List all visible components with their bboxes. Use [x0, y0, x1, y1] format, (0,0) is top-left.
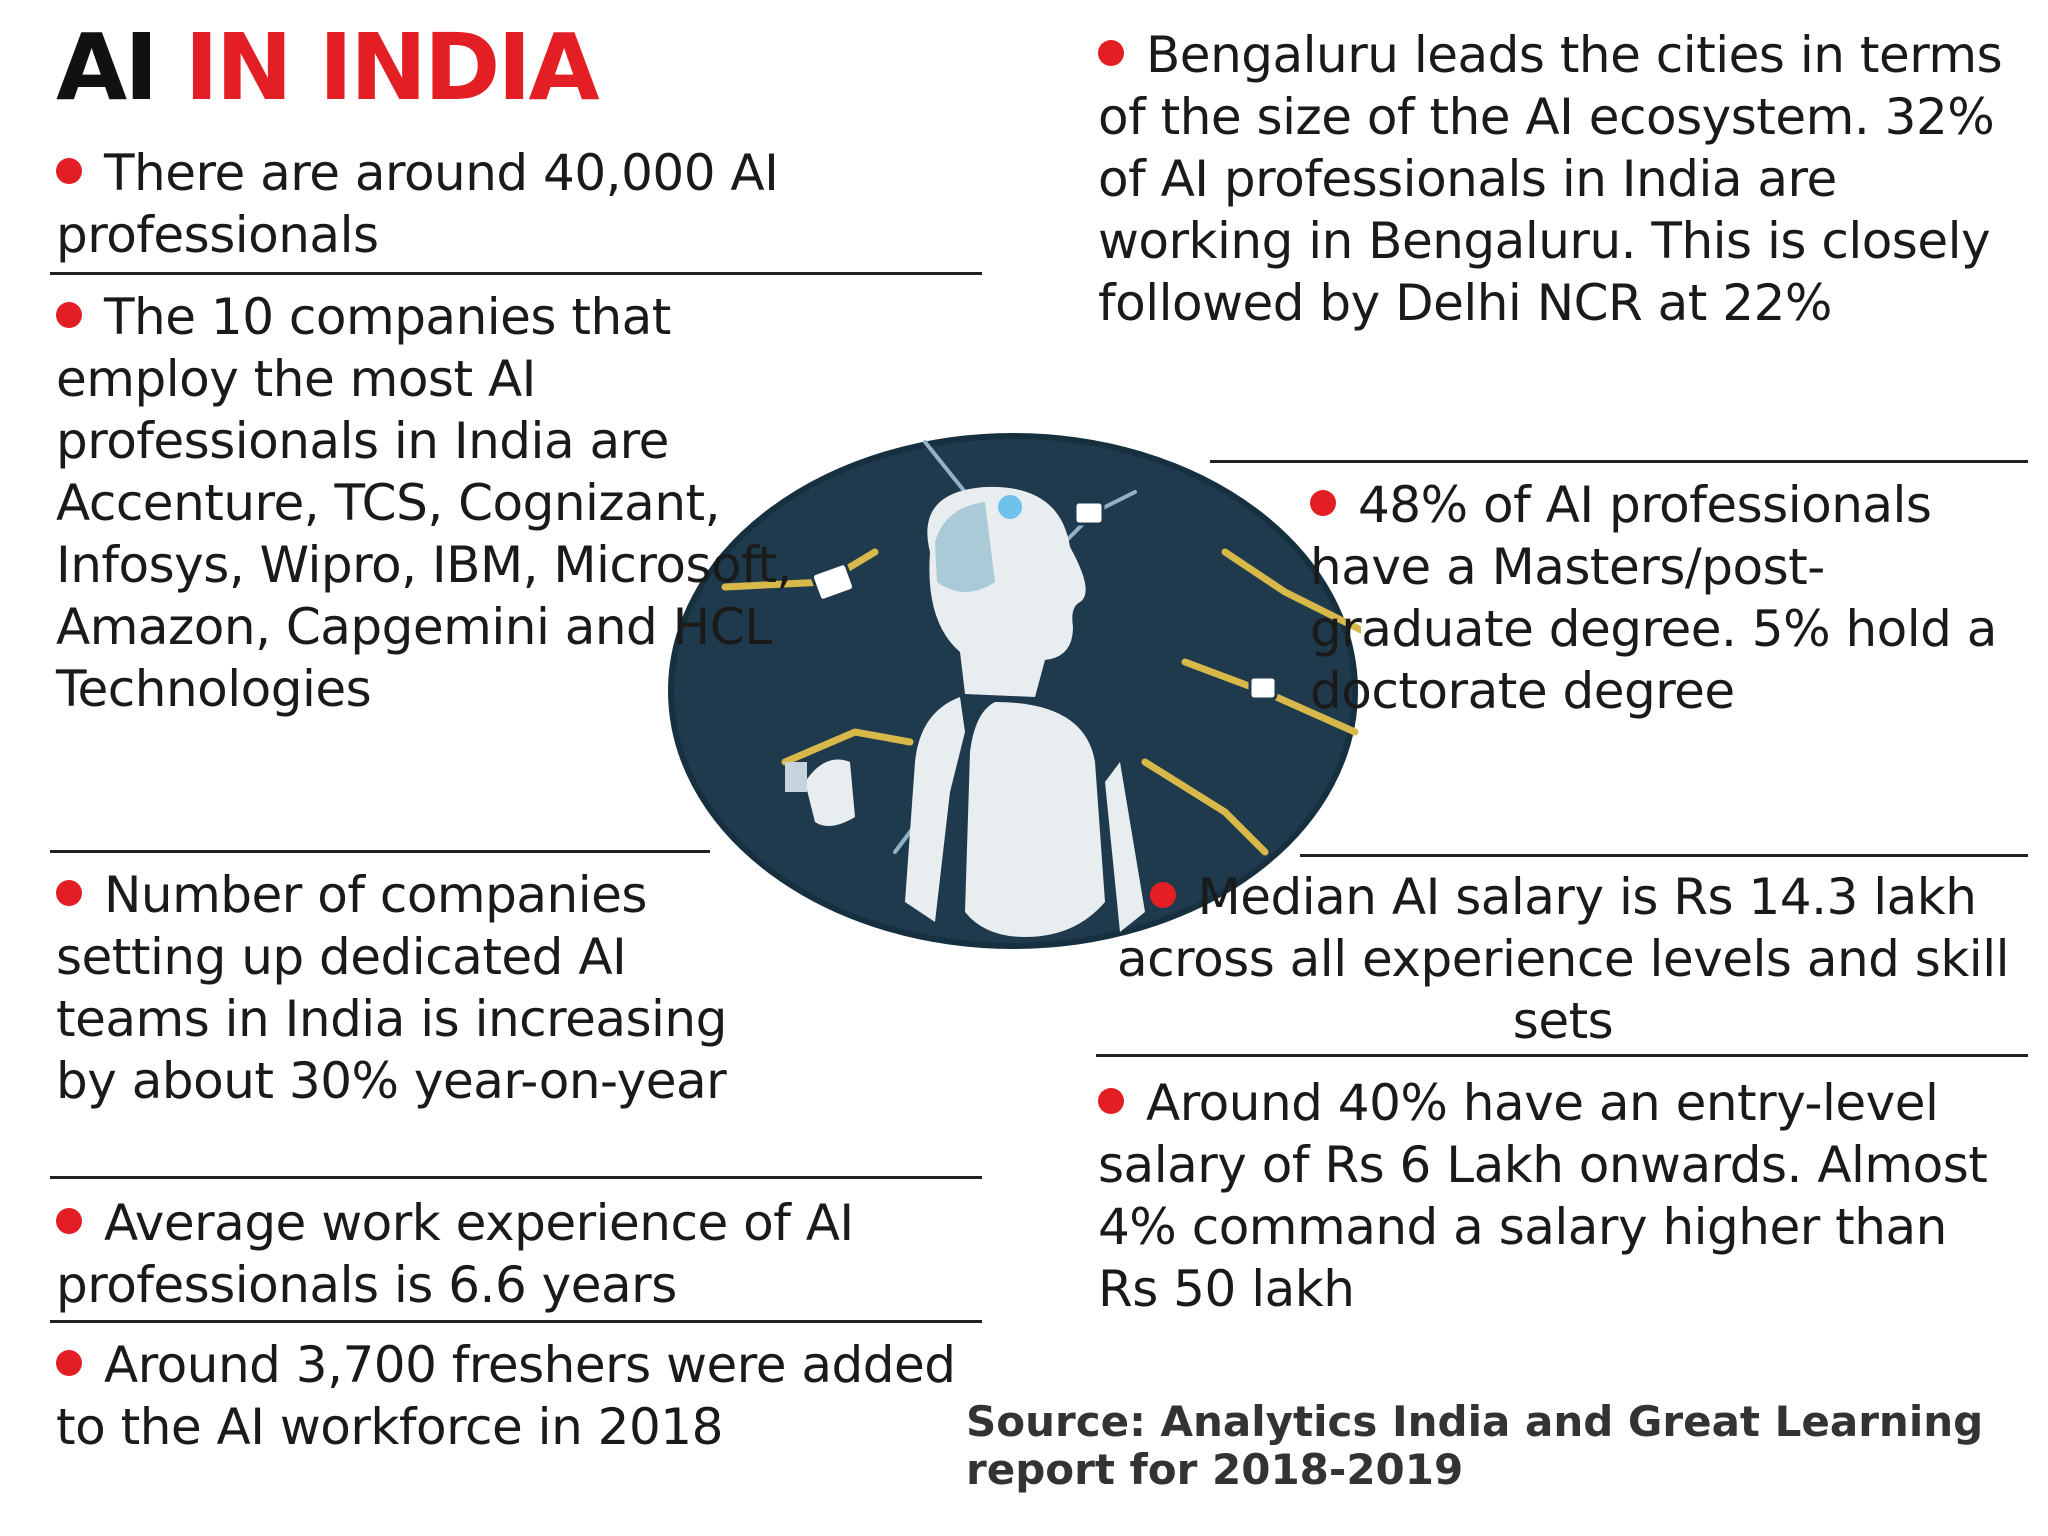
source-note: Source: Analytics India and Great Learni…: [966, 1397, 1984, 1494]
divider: [1210, 460, 2028, 463]
bullet-icon: [1149, 882, 1176, 908]
right-item-2: 48% of AI professionals have a Masters/p…: [1310, 476, 1997, 720]
bullet-icon: [1310, 490, 1336, 516]
divider: [50, 1320, 982, 1323]
left-item-1: There are around 40,000 AI professionals: [56, 144, 779, 264]
bullet-icon: [1098, 40, 1124, 66]
bullet-icon: [56, 158, 82, 184]
bullet-icon: [56, 302, 82, 328]
bullet-icon: [1098, 1088, 1124, 1114]
divider: [1096, 1054, 2028, 1057]
divider: [1300, 854, 2028, 857]
bullet-icon: [56, 880, 82, 906]
bullet-icon: [56, 1350, 82, 1376]
right-item-1: Bengaluru leads the cities in terms of t…: [1098, 26, 2003, 332]
right-item-4: Around 40% have an entry-level salary of…: [1098, 1074, 1988, 1318]
headline-part-ai: AI: [56, 14, 158, 121]
divider: [50, 272, 982, 275]
left-item-3: Number of companies setting up dedicated…: [56, 866, 727, 1110]
right-item-3: Median AI salary is Rs 14.3 lakh across …: [1117, 868, 2010, 1050]
headline: AI IN INDIA: [56, 22, 600, 114]
divider: [50, 850, 710, 853]
left-item-5: Around 3,700 freshers were added to the …: [56, 1336, 956, 1456]
headline-part-in-india: IN INDIA: [184, 14, 599, 121]
bullet-icon: [56, 1208, 82, 1234]
divider: [50, 1176, 982, 1179]
left-item-4: Average work experience of AI profession…: [56, 1194, 854, 1314]
ai-robot-illustration: [668, 433, 1361, 949]
left-item-2: The 10 companies that employ the most AI…: [56, 288, 792, 718]
